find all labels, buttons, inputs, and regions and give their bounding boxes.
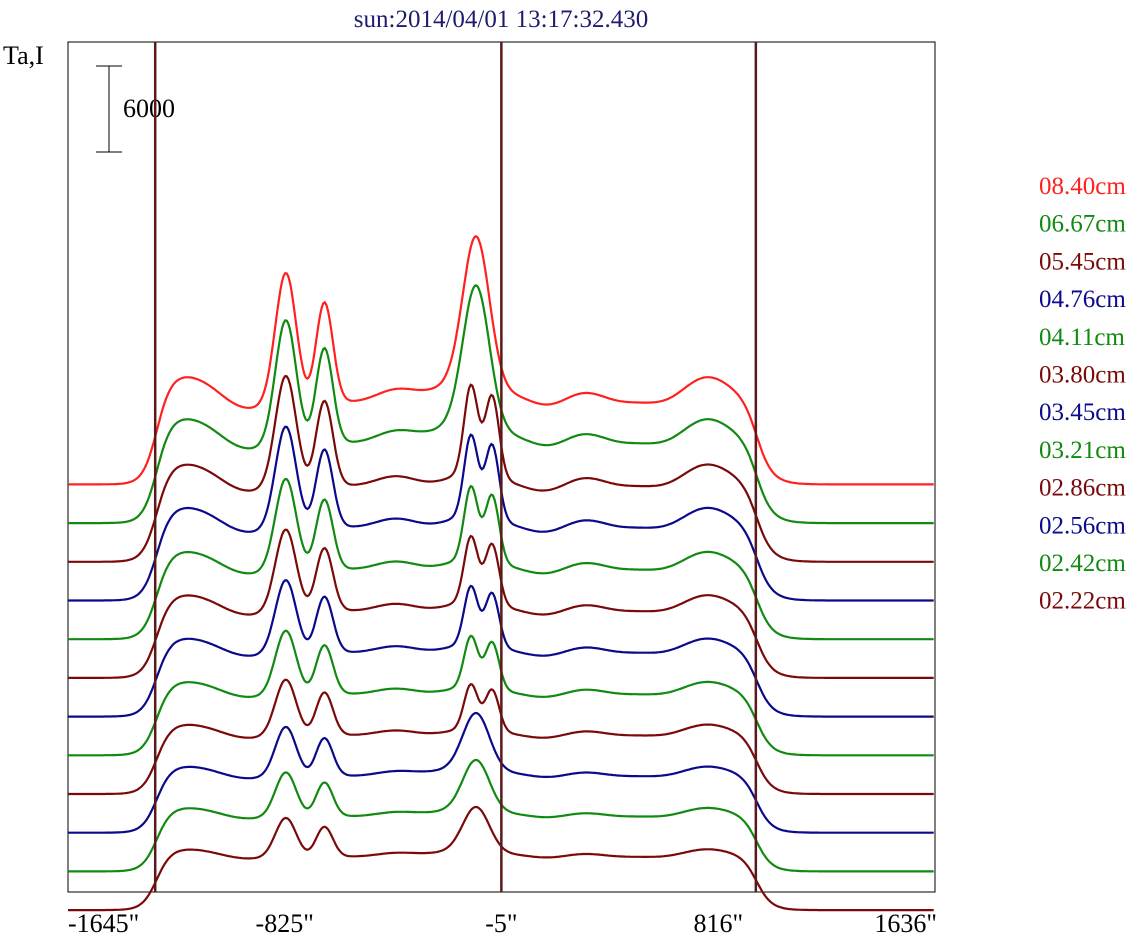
chart-title: sun:2014/04/01 13:17:32.430	[354, 6, 648, 33]
legend-entry: 03.80cm	[1039, 362, 1126, 389]
scale-bar: 6000	[96, 65, 175, 153]
legend-entry: 02.42cm	[1039, 550, 1126, 577]
scale-bar-label: 6000	[123, 94, 175, 123]
legend-entry: 03.45cm	[1039, 399, 1126, 426]
x-tick-label: -1645"	[68, 909, 139, 938]
vertical-lines	[153, 42, 758, 892]
x-tick-labels: -1645" -825" -5" 816" 1636"	[68, 909, 937, 938]
legend-entry: 05.45cm	[1039, 248, 1126, 275]
x-tick-label: -5"	[485, 909, 517, 938]
legend: 08.40cm 06.67cm 05.45cm 04.76cm 04.11cm 03.80…	[1039, 173, 1126, 615]
x-tick-label: 816"	[694, 909, 744, 938]
legend-entry: 08.40cm	[1039, 173, 1126, 200]
legend-entry: 06.67cm	[1039, 211, 1126, 238]
x-tick-label: -825"	[256, 909, 314, 938]
legend-entry: 03.21cm	[1039, 437, 1126, 464]
x-tick-label: 1636"	[874, 909, 937, 938]
legend-entry: 02.56cm	[1039, 512, 1126, 539]
legend-entry: 04.76cm	[1039, 286, 1126, 313]
legend-entry: 04.11cm	[1039, 324, 1125, 351]
y-axis-label: Ta,I	[3, 41, 44, 70]
legend-entry: 02.86cm	[1039, 475, 1126, 502]
legend-entry: 02.22cm	[1039, 588, 1126, 615]
